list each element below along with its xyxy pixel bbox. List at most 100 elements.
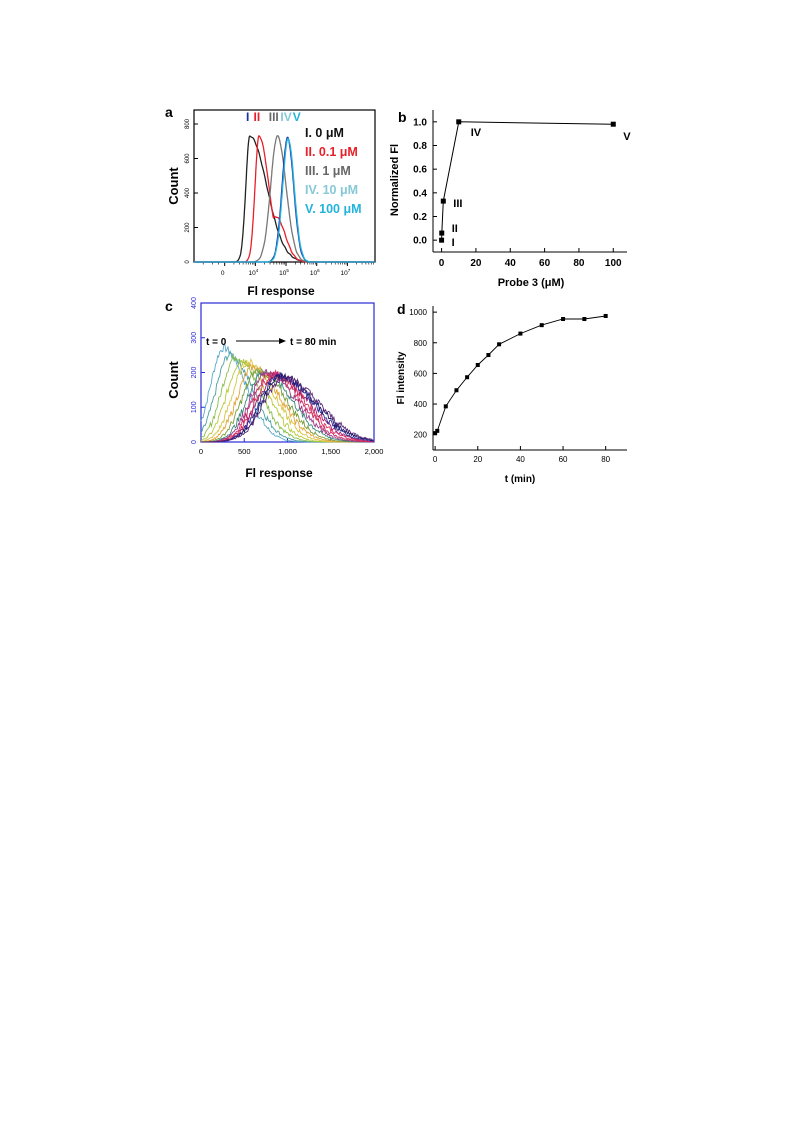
panel-c-y-tick-label: 300: [191, 332, 198, 344]
panel-d-y-tick-label: 400: [414, 400, 428, 409]
panel-b-point-label: II: [452, 223, 458, 235]
panel-b-point-label: III: [453, 198, 462, 210]
panel-b-point-label: IV: [471, 127, 482, 139]
panel-c-x-tick-label: 500: [238, 447, 251, 456]
panel-c-x-tick-label: 1,000: [278, 447, 297, 456]
panel-a-top-label: II: [254, 110, 261, 124]
panel-a-y-axis-label: Count: [166, 167, 181, 205]
panel-d: d 200 400 600 800 1000 0 20 40 60 80 Fl intensit…: [396, 301, 627, 485]
panel-d-data-point: [582, 317, 587, 322]
panel-d-y-axis-label: Fl intensity: [396, 351, 407, 404]
panel-c-x-tick-label: 2,000: [365, 447, 384, 456]
panel-d-x-tick-label: 0: [433, 455, 438, 464]
panel-c-y-ticks: 0 100 200 300 400: [191, 297, 205, 444]
panel-a-legend-entry: V. 100 μM: [305, 202, 362, 216]
panel-d-data-point: [486, 353, 491, 358]
panel-b-y-tick-label: 0.8: [413, 141, 427, 152]
panel-b-point-label: I: [452, 237, 455, 249]
panel-b-point-label: V: [623, 131, 631, 143]
panel-a-y-tick-label: 600: [185, 153, 191, 164]
panel-a-legend-entry: II. 0.1 μM: [305, 145, 358, 159]
panel-b-y-axis-label: Normalized Fl: [389, 144, 401, 216]
panel-a-legend-entry: III. 1 μM: [305, 164, 351, 178]
panel-a-x-axis-label: Fl response: [247, 284, 315, 298]
panel-d-x-tick-label: 80: [601, 455, 610, 464]
panel-b-x-tick-label: 0: [439, 258, 445, 269]
panel-a-x-tick-label: 105: [279, 268, 289, 277]
panel-c-y-tick-label: 100: [191, 401, 198, 413]
panel-d-data-point: [433, 431, 438, 436]
panel-c-y-tick-label: 200: [191, 367, 198, 379]
panel-d-data-point: [465, 375, 470, 380]
panel-a-legend-entry: I. 0 μM: [305, 126, 344, 140]
panel-a-top-label: I: [246, 110, 249, 124]
panel-d-data-point: [518, 331, 523, 336]
panel-d-y-tick-label: 200: [414, 431, 428, 440]
panel-a-top-label: IV: [280, 110, 291, 124]
panel-b-data-point: [440, 198, 446, 204]
panel-a-legend-entry: IV. 10 μM: [305, 183, 358, 197]
panel-b-data-point: [610, 121, 616, 127]
panel-d-data-point: [443, 404, 448, 409]
panel-d-x-axis-label: t (min): [505, 474, 536, 485]
panel-c-y-axis-label: Count: [166, 361, 181, 399]
panel-a-y-tick-label: 200: [185, 222, 191, 233]
panel-a-histogram-curve: [194, 137, 375, 263]
panel-a-x-tick-exponent: 6: [317, 268, 320, 273]
panel-b-y-tick-label: 1.0: [413, 117, 427, 128]
panel-b-y-tick-label: 0.4: [413, 188, 427, 199]
panel-a-letter: a: [165, 104, 173, 120]
panel-c-histogram-curve: [200, 368, 374, 443]
panel-d-data-point: [454, 388, 459, 393]
panel-c-histogram-curve: [201, 370, 374, 443]
panel-b-x-tick-label: 80: [573, 258, 585, 269]
panel-c-x-axis-label: Fl response: [245, 466, 313, 480]
panel-c-y-tick-label: 0: [191, 440, 198, 444]
panel-b-y-ticks: 0.0 0.2 0.4 0.6 0.8 1.0: [413, 117, 437, 247]
panel-a-x-tick-exponent: 4: [256, 268, 259, 273]
panel-d-data-point: [561, 317, 566, 322]
panel-d-y-tick-label: 1000: [409, 308, 427, 317]
panel-b-data-point: [439, 230, 445, 236]
panel-a-y-ticks: 0 200 400 600 800: [185, 118, 198, 264]
panel-c-x-tick-label: 0: [199, 447, 203, 456]
panel-d-data-point: [539, 323, 544, 328]
panel-a-y-tick-label: 800: [185, 118, 191, 129]
panel-d-data-point: [435, 428, 440, 433]
panel-d-data-point: [475, 362, 480, 367]
panel-a-curves: [194, 134, 375, 263]
panel-a-top-labels: I II III IV V: [246, 110, 301, 124]
panel-c-histogram-curve: [201, 375, 374, 443]
panel-c-annotation-start: t = 0: [206, 337, 227, 348]
panel-c-letter: c: [165, 298, 173, 314]
panel-d-letter: d: [397, 301, 406, 317]
panel-a-x-tick-label: 107: [341, 268, 351, 277]
panel-a-top-label: V: [293, 110, 301, 124]
panel-a-x-tick-label: 106: [310, 268, 320, 277]
panel-b-data-point: [439, 237, 445, 243]
panel-b-x-tick-label: 60: [539, 258, 551, 269]
panel-c: c 0 100 200 300 400 0 500 1,000 1,500 2,000 t = …: [165, 297, 383, 480]
panel-b-y-tick-label: 0.0: [413, 236, 427, 247]
panel-a-x-tick-exponent: 7: [348, 268, 351, 273]
panel-b-letter: b: [398, 109, 407, 125]
panel-c-x-tick-label: 1,500: [321, 447, 340, 456]
panel-b-x-tick-label: 100: [605, 258, 622, 269]
panel-c-annotation-end: t = 80 min: [290, 337, 336, 348]
panel-c-histogram-curve: [200, 368, 374, 443]
panel-d-data-point: [497, 342, 502, 347]
panel-d-x-tick-label: 40: [516, 455, 525, 464]
panel-d-x-tick-label: 20: [473, 455, 482, 464]
panel-c-time-arrow-head: [279, 338, 286, 344]
panel-d-y-tick-label: 600: [414, 369, 428, 378]
panel-d-series: [433, 313, 608, 436]
panel-c-curves: [200, 344, 374, 443]
panel-a-legend: I. 0 μM II. 0.1 μM III. 1 μM IV. 10 μM V. 10…: [305, 126, 362, 216]
panel-d-x-tick-label: 60: [559, 455, 568, 464]
panel-b-y-tick-label: 0.2: [413, 212, 427, 223]
panel-b-x-tick-label: 40: [505, 258, 517, 269]
panel-b: b 0.00.20.40.60.81.0 0 20 40 60 80 100 IIIIII…: [389, 109, 631, 289]
panel-c-y-tick-label: 400: [191, 297, 198, 309]
panel-d-y-tick-label: 800: [414, 339, 428, 348]
